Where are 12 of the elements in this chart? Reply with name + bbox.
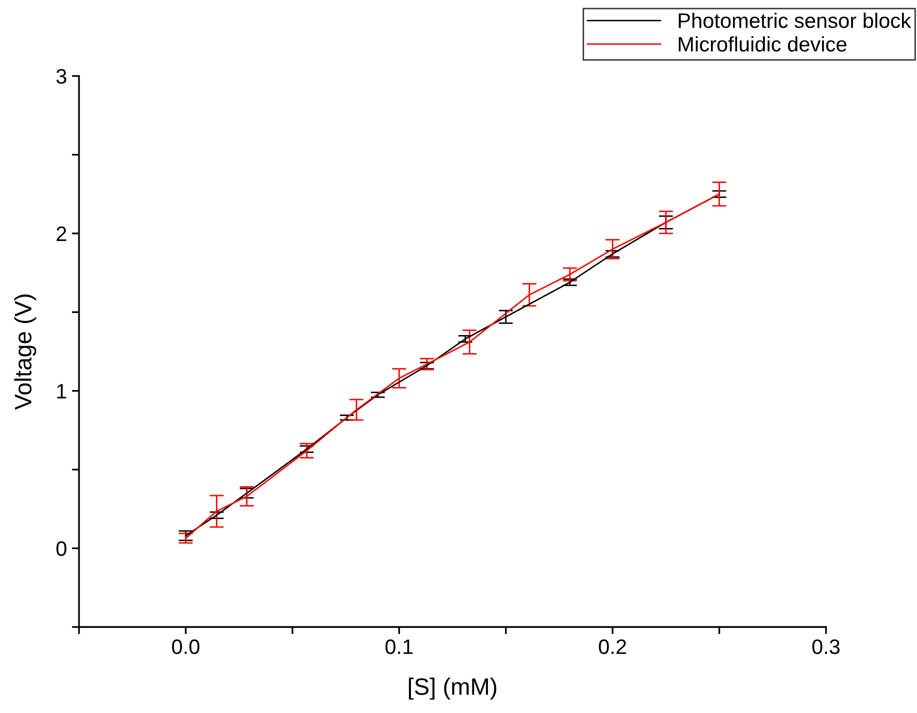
x-tick-label: 0.2 — [598, 639, 626, 654]
y-tick-label: 2 — [56, 226, 66, 241]
legend-label: Microfluidic device — [678, 36, 846, 52]
y-tick-label: 0 — [56, 541, 66, 556]
x-axis-title: [S] (mM) — [408, 678, 496, 700]
x-tick-label: 0.0 — [172, 639, 200, 654]
x-tick-label: 0.3 — [812, 639, 840, 654]
legend-label: Photometric sensor block — [678, 12, 912, 28]
y-tick-label: 3 — [56, 69, 66, 84]
x-tick-label: 0.1 — [385, 639, 413, 654]
y-tick-label: 1 — [57, 384, 66, 398]
y-axis-title: Voltage (V) — [14, 294, 36, 410]
